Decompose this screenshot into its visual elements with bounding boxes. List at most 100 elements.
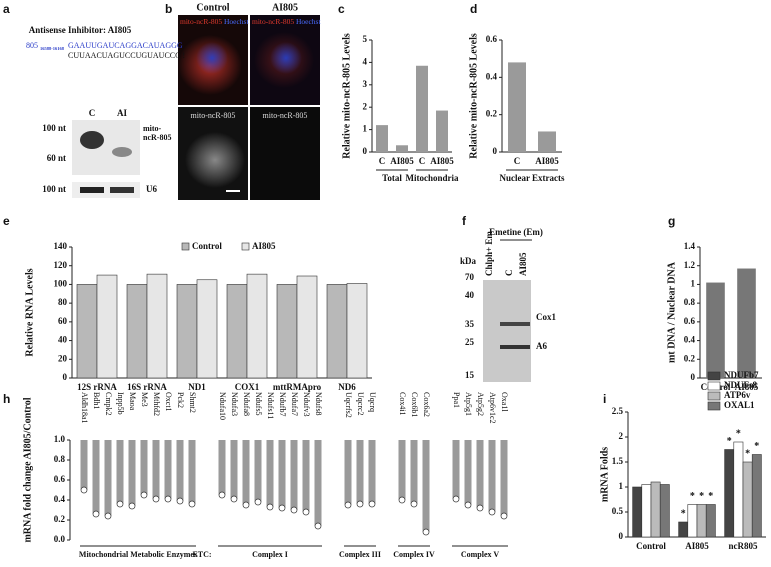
- x-tick-label: Ndufv3: [302, 392, 311, 416]
- x-tick-label: ncR805: [729, 541, 758, 551]
- probe-label: mito-ncR-805: [143, 124, 172, 142]
- size-marker: 15: [465, 370, 475, 380]
- bar: [76, 284, 98, 379]
- legend-label: NDUFs8: [724, 380, 757, 390]
- data-point: [188, 500, 196, 508]
- y-tick-label: 60: [58, 316, 68, 326]
- bar: [290, 440, 298, 510]
- stain-name: Hoechst: [296, 17, 321, 26]
- signal: [270, 42, 302, 74]
- bar: [230, 440, 238, 499]
- micrograph: [250, 107, 320, 200]
- bar: [126, 284, 148, 379]
- y-tick-label: 0.0: [54, 534, 66, 544]
- group-label: Complex V: [461, 550, 500, 559]
- data-point: [314, 522, 322, 530]
- panel-label: c: [338, 2, 345, 16]
- band-label: A6: [536, 341, 547, 351]
- y-tick-label: 0.6: [54, 474, 66, 484]
- stain-label: mito-ncR-805 Hoechst: [180, 17, 249, 26]
- column-label: AI805: [272, 2, 298, 13]
- bar: [751, 454, 762, 538]
- x-tick-label: Ndufa8: [242, 392, 251, 416]
- significance-label: *: [727, 436, 732, 447]
- data-point: [254, 498, 262, 506]
- panel-title: Antisense Inhibitor: AI805: [29, 25, 132, 35]
- band-label: Cox1: [536, 312, 556, 322]
- bar: [696, 504, 707, 538]
- panel-label: a: [3, 2, 10, 16]
- y-tick-label: 2: [363, 101, 368, 111]
- y-axis-title: Relative mito-ncR-805 Levels: [468, 33, 479, 159]
- x-tick-label: Uqcrq: [368, 392, 377, 412]
- bar: [164, 440, 172, 499]
- northern-blot: [72, 120, 140, 175]
- bar: [218, 440, 226, 495]
- x-tick-label: Cox6a2: [422, 392, 431, 417]
- data-point: [242, 501, 250, 509]
- significance-label: *: [754, 441, 759, 452]
- panel-label: f: [462, 214, 467, 228]
- data-point: [230, 495, 238, 503]
- bar: [116, 440, 124, 504]
- y-tick-label: 0: [691, 372, 696, 382]
- y-axis-title: mRNA fold change AI805/Control: [22, 397, 33, 542]
- y-tick-label: 120: [54, 260, 68, 270]
- bar: [422, 440, 430, 532]
- group-label: Total: [382, 173, 402, 183]
- y-tick-label: 1.2: [684, 260, 696, 270]
- blot-band: [80, 187, 104, 193]
- y-axis-title: mt DNA / Nuclear DNA: [666, 261, 677, 363]
- axis-unit: kDa: [460, 256, 477, 266]
- size-marker: 70: [465, 272, 475, 282]
- y-axis-title: Relative mito-ncR-805 Levels: [341, 33, 352, 159]
- y-tick-label: 140: [54, 241, 68, 251]
- data-point: [266, 503, 274, 511]
- bar: [538, 131, 556, 152]
- panel-label: i: [603, 392, 606, 406]
- bar: [488, 440, 496, 512]
- x-tick-label: Uqcrc2: [356, 392, 365, 416]
- bar: [500, 440, 508, 516]
- data-point: [464, 501, 472, 509]
- size-marker: 40: [465, 290, 475, 300]
- group-label: Complex I: [252, 550, 288, 559]
- bar: [733, 441, 744, 538]
- x-tick-label: Atp5g2: [476, 392, 485, 416]
- data-point: [500, 512, 508, 520]
- legend-label: OXAL1: [724, 400, 755, 410]
- bar: [246, 273, 268, 379]
- stain-name: mito-ncR-805: [252, 17, 294, 26]
- significance-label: *: [699, 491, 704, 502]
- panel-label: g: [668, 214, 675, 228]
- legend-swatch: [181, 242, 190, 251]
- group-prefix: ETC:: [192, 550, 211, 559]
- gel-band: [500, 322, 530, 326]
- data-point: [476, 504, 484, 512]
- x-tick-label: AI805: [390, 156, 414, 166]
- x-tick-label: Ndufa3: [230, 392, 239, 416]
- data-point: [356, 500, 364, 508]
- x-tick-label: AI805: [735, 382, 759, 392]
- bar: [508, 62, 526, 152]
- sequence-top: GAAUUGAUCAGGACAUAGGG: [68, 41, 183, 50]
- bar: [140, 440, 148, 495]
- x-tick-label: C: [379, 156, 386, 166]
- bar: [368, 440, 376, 504]
- bar: [176, 440, 184, 501]
- bar: [128, 440, 136, 506]
- stain-label: mito-ncR-805 Hoechst: [252, 17, 321, 26]
- bar: [742, 461, 753, 538]
- x-tick-label: ND1: [188, 382, 206, 392]
- y-tick-label: 1: [691, 278, 696, 288]
- significance-label: *: [690, 491, 695, 502]
- group-label: Complex IV: [393, 550, 435, 559]
- x-tick-label: Ppa1: [452, 392, 461, 408]
- legend-swatch: [241, 242, 250, 251]
- legend-swatch: [707, 381, 721, 391]
- blot-band: [112, 147, 132, 157]
- legend-swatch: [707, 391, 721, 401]
- y-tick-label: 3: [363, 79, 368, 89]
- bar: [678, 521, 689, 538]
